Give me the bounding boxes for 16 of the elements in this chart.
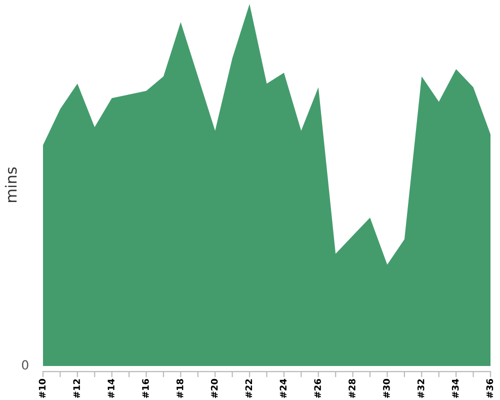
x-tick-label: #30 xyxy=(383,378,390,398)
x-tick-label: #28 xyxy=(348,379,356,398)
x-tick-label: #34 xyxy=(452,378,459,398)
x-tick-label: #10 xyxy=(38,378,46,398)
x-tick-label: #36 xyxy=(486,378,494,398)
x-tick-label: #16 xyxy=(142,378,149,398)
text: 0 xyxy=(22,360,28,370)
x-tick-label: #18 xyxy=(176,379,184,398)
x-tick-label: #24 xyxy=(280,378,286,398)
x-tick-label: #12 xyxy=(73,379,80,398)
x-tick-label: #20 xyxy=(210,378,218,398)
y-axis-title: mins xyxy=(4,167,17,202)
x-tick-label: #26 xyxy=(314,378,322,398)
x-tick-label: #32 xyxy=(417,379,424,398)
x-tick-label: #22 xyxy=(245,379,252,398)
x-tick-label: #14 xyxy=(108,378,114,398)
